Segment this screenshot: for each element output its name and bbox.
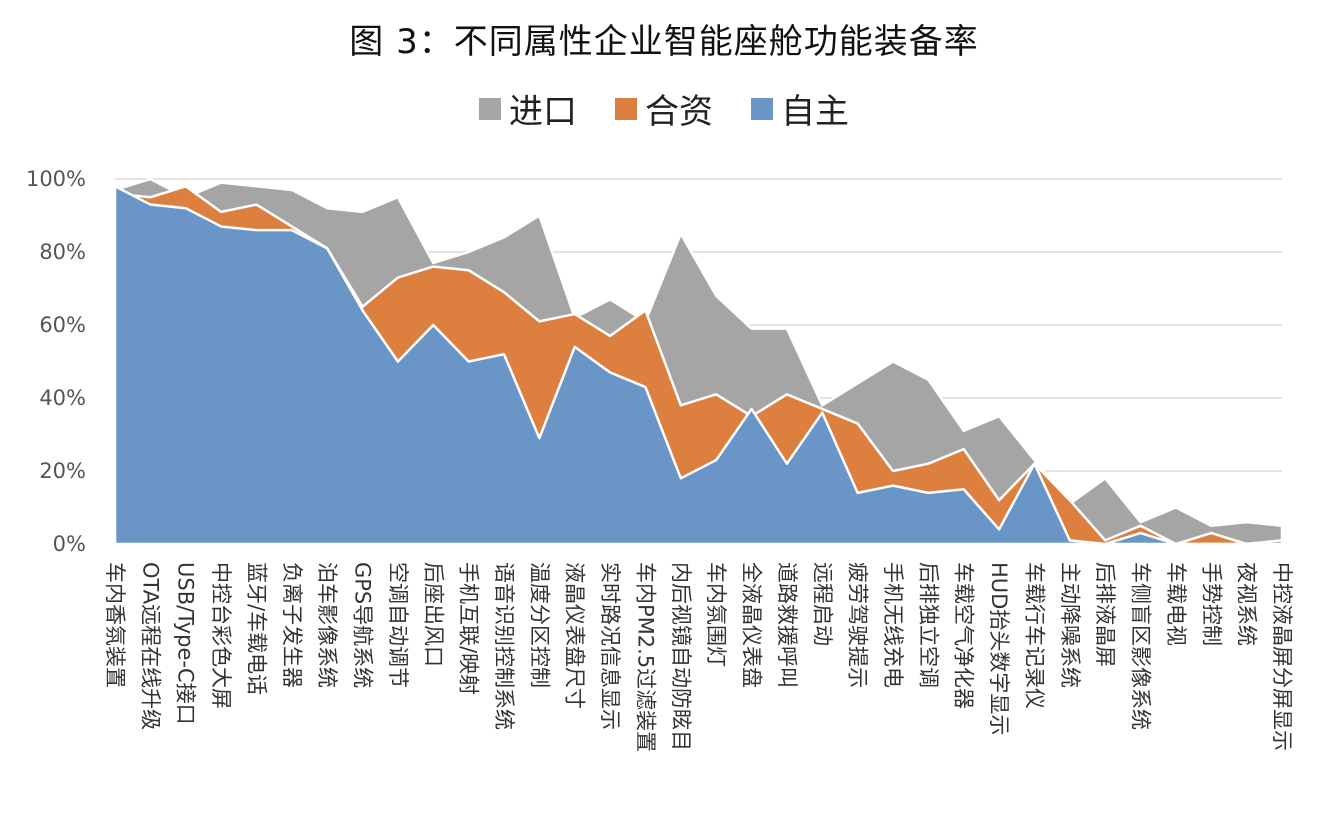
legend: 进口 合资 自主 [0,84,1328,133]
x-category-label: HUD抬头数字显示 [987,562,1011,735]
y-tick-label: 100% [26,167,86,191]
x-category-label: 手机无线充电 [881,562,905,688]
x-category-label: 温度分区控制 [527,562,551,688]
x-category-label: 车载空气净化器 [952,562,976,709]
x-category-label: 道路救援呼叫 [775,562,799,688]
y-tick-label: 80% [39,240,86,264]
x-category-label: 泊车影像系统 [315,562,339,688]
legend-swatch-imported [479,97,501,120]
y-tick-label: 20% [39,459,86,483]
x-category-label: GPS导航系统 [351,562,375,688]
series-areas [113,177,1284,546]
x-category-label: 中控台彩色大屏 [209,562,233,709]
x-category-label: 手机互联/映射 [457,562,481,695]
x-category-label: 后排独立空调 [916,562,940,688]
x-category-label: 蓝牙/车载电话 [244,562,268,695]
x-category-label: 夜视系统 [1235,562,1259,646]
x-category-label: 中控液晶屏分屏显示 [1270,562,1294,751]
x-category-label: 车侧盲区影像系统 [1129,562,1153,730]
x-category-label: USB/Type-C接口 [174,562,198,725]
x-category-label: 主动降噪系统 [1058,562,1082,688]
legend-label-domestic: 自主 [781,92,849,132]
legend-label-imported: 进口 [509,92,577,132]
x-category-label: 车内香氛装置 [103,562,127,688]
x-category-label: 远程启动 [810,562,834,646]
x-category-label: 车内PM2.5过滤装置 [633,562,657,752]
x-category-label: 实时路况信息显示 [598,562,622,730]
legend-swatch-joint-venture [615,97,637,120]
x-category-label: 语音识别控制系统 [492,562,516,730]
y-tick-label: 40% [39,386,86,410]
x-category-label: 车载电视 [1164,562,1188,646]
x-category-label: 全液晶仪表盘 [740,562,764,688]
x-category-label: 液晶仪表盘尺寸 [563,562,587,709]
legend-item-domestic: 自主 [751,84,849,133]
x-category-label: 后排液晶屏 [1093,562,1117,667]
x-category-label: 手势控制 [1199,562,1223,646]
y-tick-label: 0% [53,532,86,556]
x-category-label: 内后视镜自动防眩目 [669,562,693,751]
y-tick-label: 60% [39,313,86,337]
legend-swatch-domestic [751,97,773,120]
legend-item-joint-venture: 合资 [615,84,713,133]
x-category-label: 空调自动调节 [386,562,410,688]
y-axis-ticks: 0% 20% 40% 60% 80% 100% [26,167,86,556]
x-category-label: 车内氛围灯 [704,562,728,667]
legend-label-joint-venture: 合资 [645,92,713,132]
chart-title: 图 3：不同属性企业智能座舱功能装备率 [349,22,979,62]
x-category-label: 疲劳驾驶提示 [846,562,870,688]
x-axis-labels: 车内香氛装置 OTA远程在线升级 USB/Type-C接口 中控台彩色大屏 蓝牙/车载电… [103,562,1294,752]
x-category-label: OTA远程在线升级 [138,562,162,730]
x-category-label: 负离子发生器 [280,562,304,688]
x-category-label: 车载行车记录仪 [1022,562,1046,709]
legend-item-imported: 进口 [479,84,577,133]
x-category-label: 后座出风口 [421,562,445,667]
area-domestic [113,185,1284,546]
